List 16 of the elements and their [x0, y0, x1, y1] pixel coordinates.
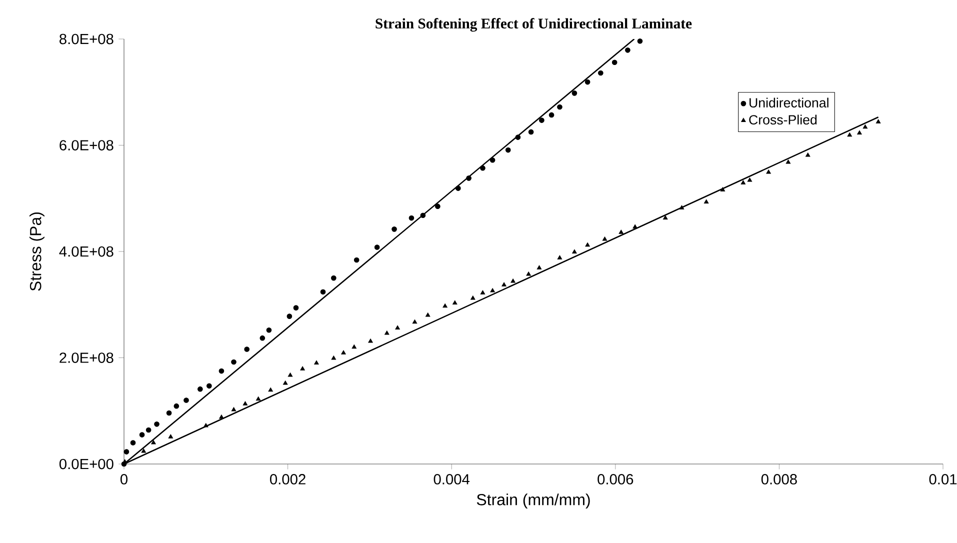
- legend-label: Cross-Plied: [749, 114, 817, 125]
- x-tick-label: 0.002: [270, 474, 306, 484]
- y-axis-title: Stress (Pa): [30, 212, 44, 291]
- x-tick-label: 0.006: [598, 474, 634, 484]
- x-tick-label: 0.01: [929, 474, 957, 484]
- y-tick-label: 0.0E+00: [59, 458, 114, 470]
- y-tick-label: 2.0E+08: [60, 352, 114, 363]
- chart-title: Strain Softening Effect of Unidirectional Laminate: [376, 18, 692, 32]
- x-axis-title: Strain (mm/mm): [476, 494, 590, 508]
- x-tick-label: 0.004: [434, 474, 470, 484]
- y-tick-label: 8.0E+08: [60, 34, 114, 44]
- y-tick-label: 6.0E+08: [60, 140, 114, 150]
- x-tick-label: 0: [120, 474, 128, 484]
- legend-label: Unidirectional: [750, 98, 828, 108]
- x-tick-label: 0.008: [761, 474, 797, 484]
- y-tick-label: 4.0E+08: [59, 246, 114, 257]
